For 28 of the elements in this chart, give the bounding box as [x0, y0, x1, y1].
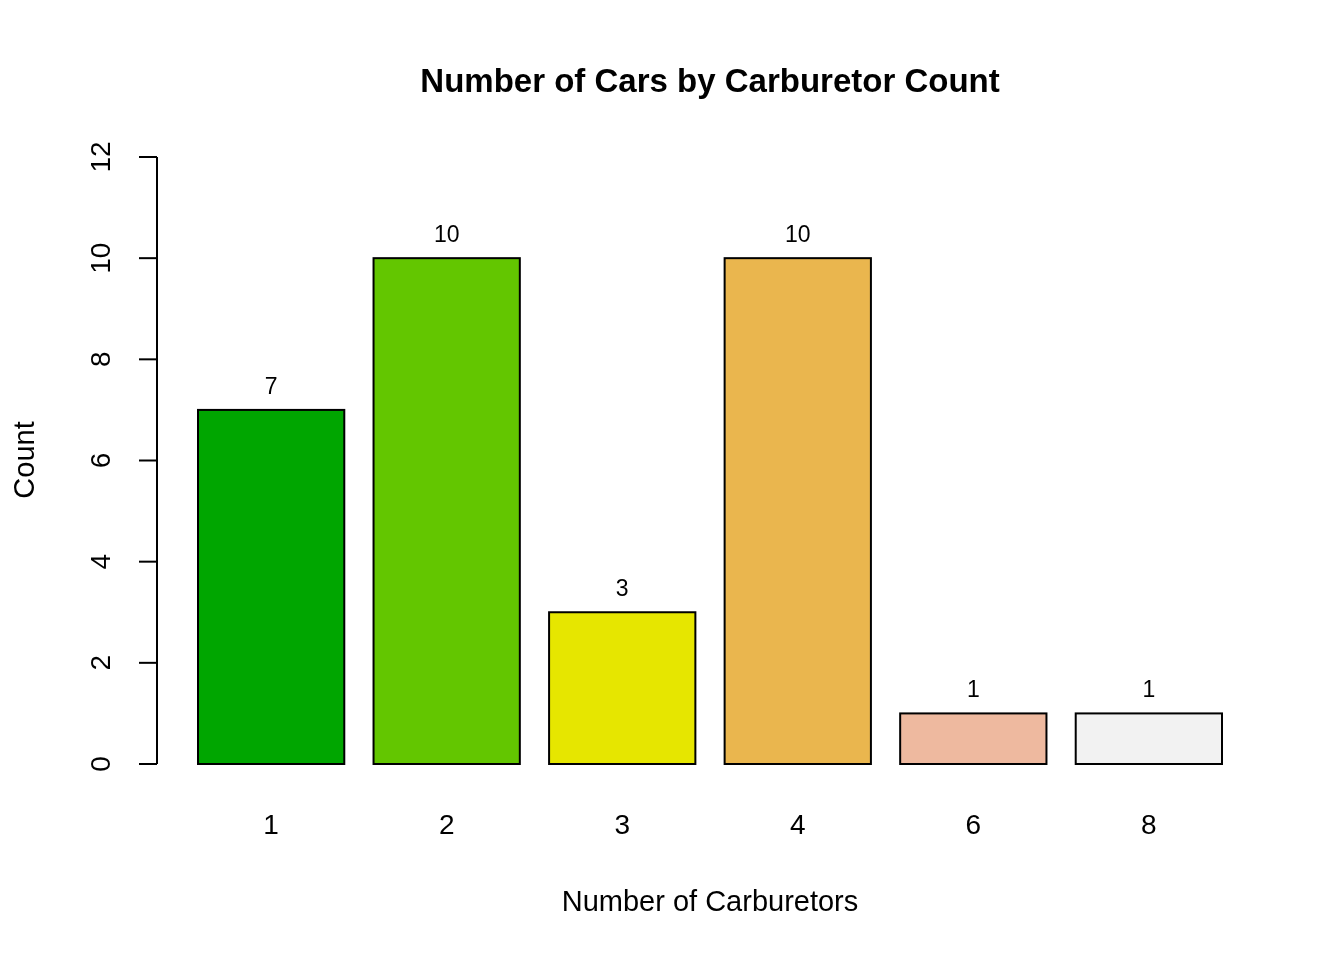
- data-label: 10: [433, 221, 460, 248]
- bar: [723, 257, 872, 765]
- bar: [548, 611, 697, 765]
- y-tick-label: 0: [85, 756, 116, 772]
- y-tick-label: 12: [85, 141, 116, 173]
- y-tick-label: 10: [85, 242, 116, 274]
- chart-title: Number of Cars by Carburetor Count: [420, 62, 1000, 99]
- x-tick-label: 2: [438, 809, 455, 840]
- x-axis-title: Number of Carburetors: [561, 885, 859, 917]
- bar: [899, 712, 1048, 765]
- data-label: 3: [615, 575, 629, 602]
- data-label: 1: [966, 676, 980, 703]
- x-tick-label: 1: [263, 809, 279, 840]
- bar: [1074, 712, 1223, 765]
- bar: [197, 408, 346, 765]
- x-tick-label: 4: [789, 809, 806, 840]
- y-tick-label: 8: [85, 351, 116, 368]
- x-tick-label: 8: [1141, 809, 1157, 840]
- x-tick-label: 3: [614, 809, 631, 840]
- x-tick-label: 6: [965, 809, 982, 840]
- y-tick-label: 4: [85, 553, 116, 570]
- data-label: 7: [264, 372, 278, 399]
- data-label: 1: [1142, 676, 1156, 703]
- bar: [372, 257, 521, 765]
- y-tick-label: 2: [85, 655, 116, 671]
- data-label: 10: [784, 221, 811, 248]
- y-tick-label: 6: [85, 452, 116, 469]
- y-axis-title: Count: [8, 421, 40, 499]
